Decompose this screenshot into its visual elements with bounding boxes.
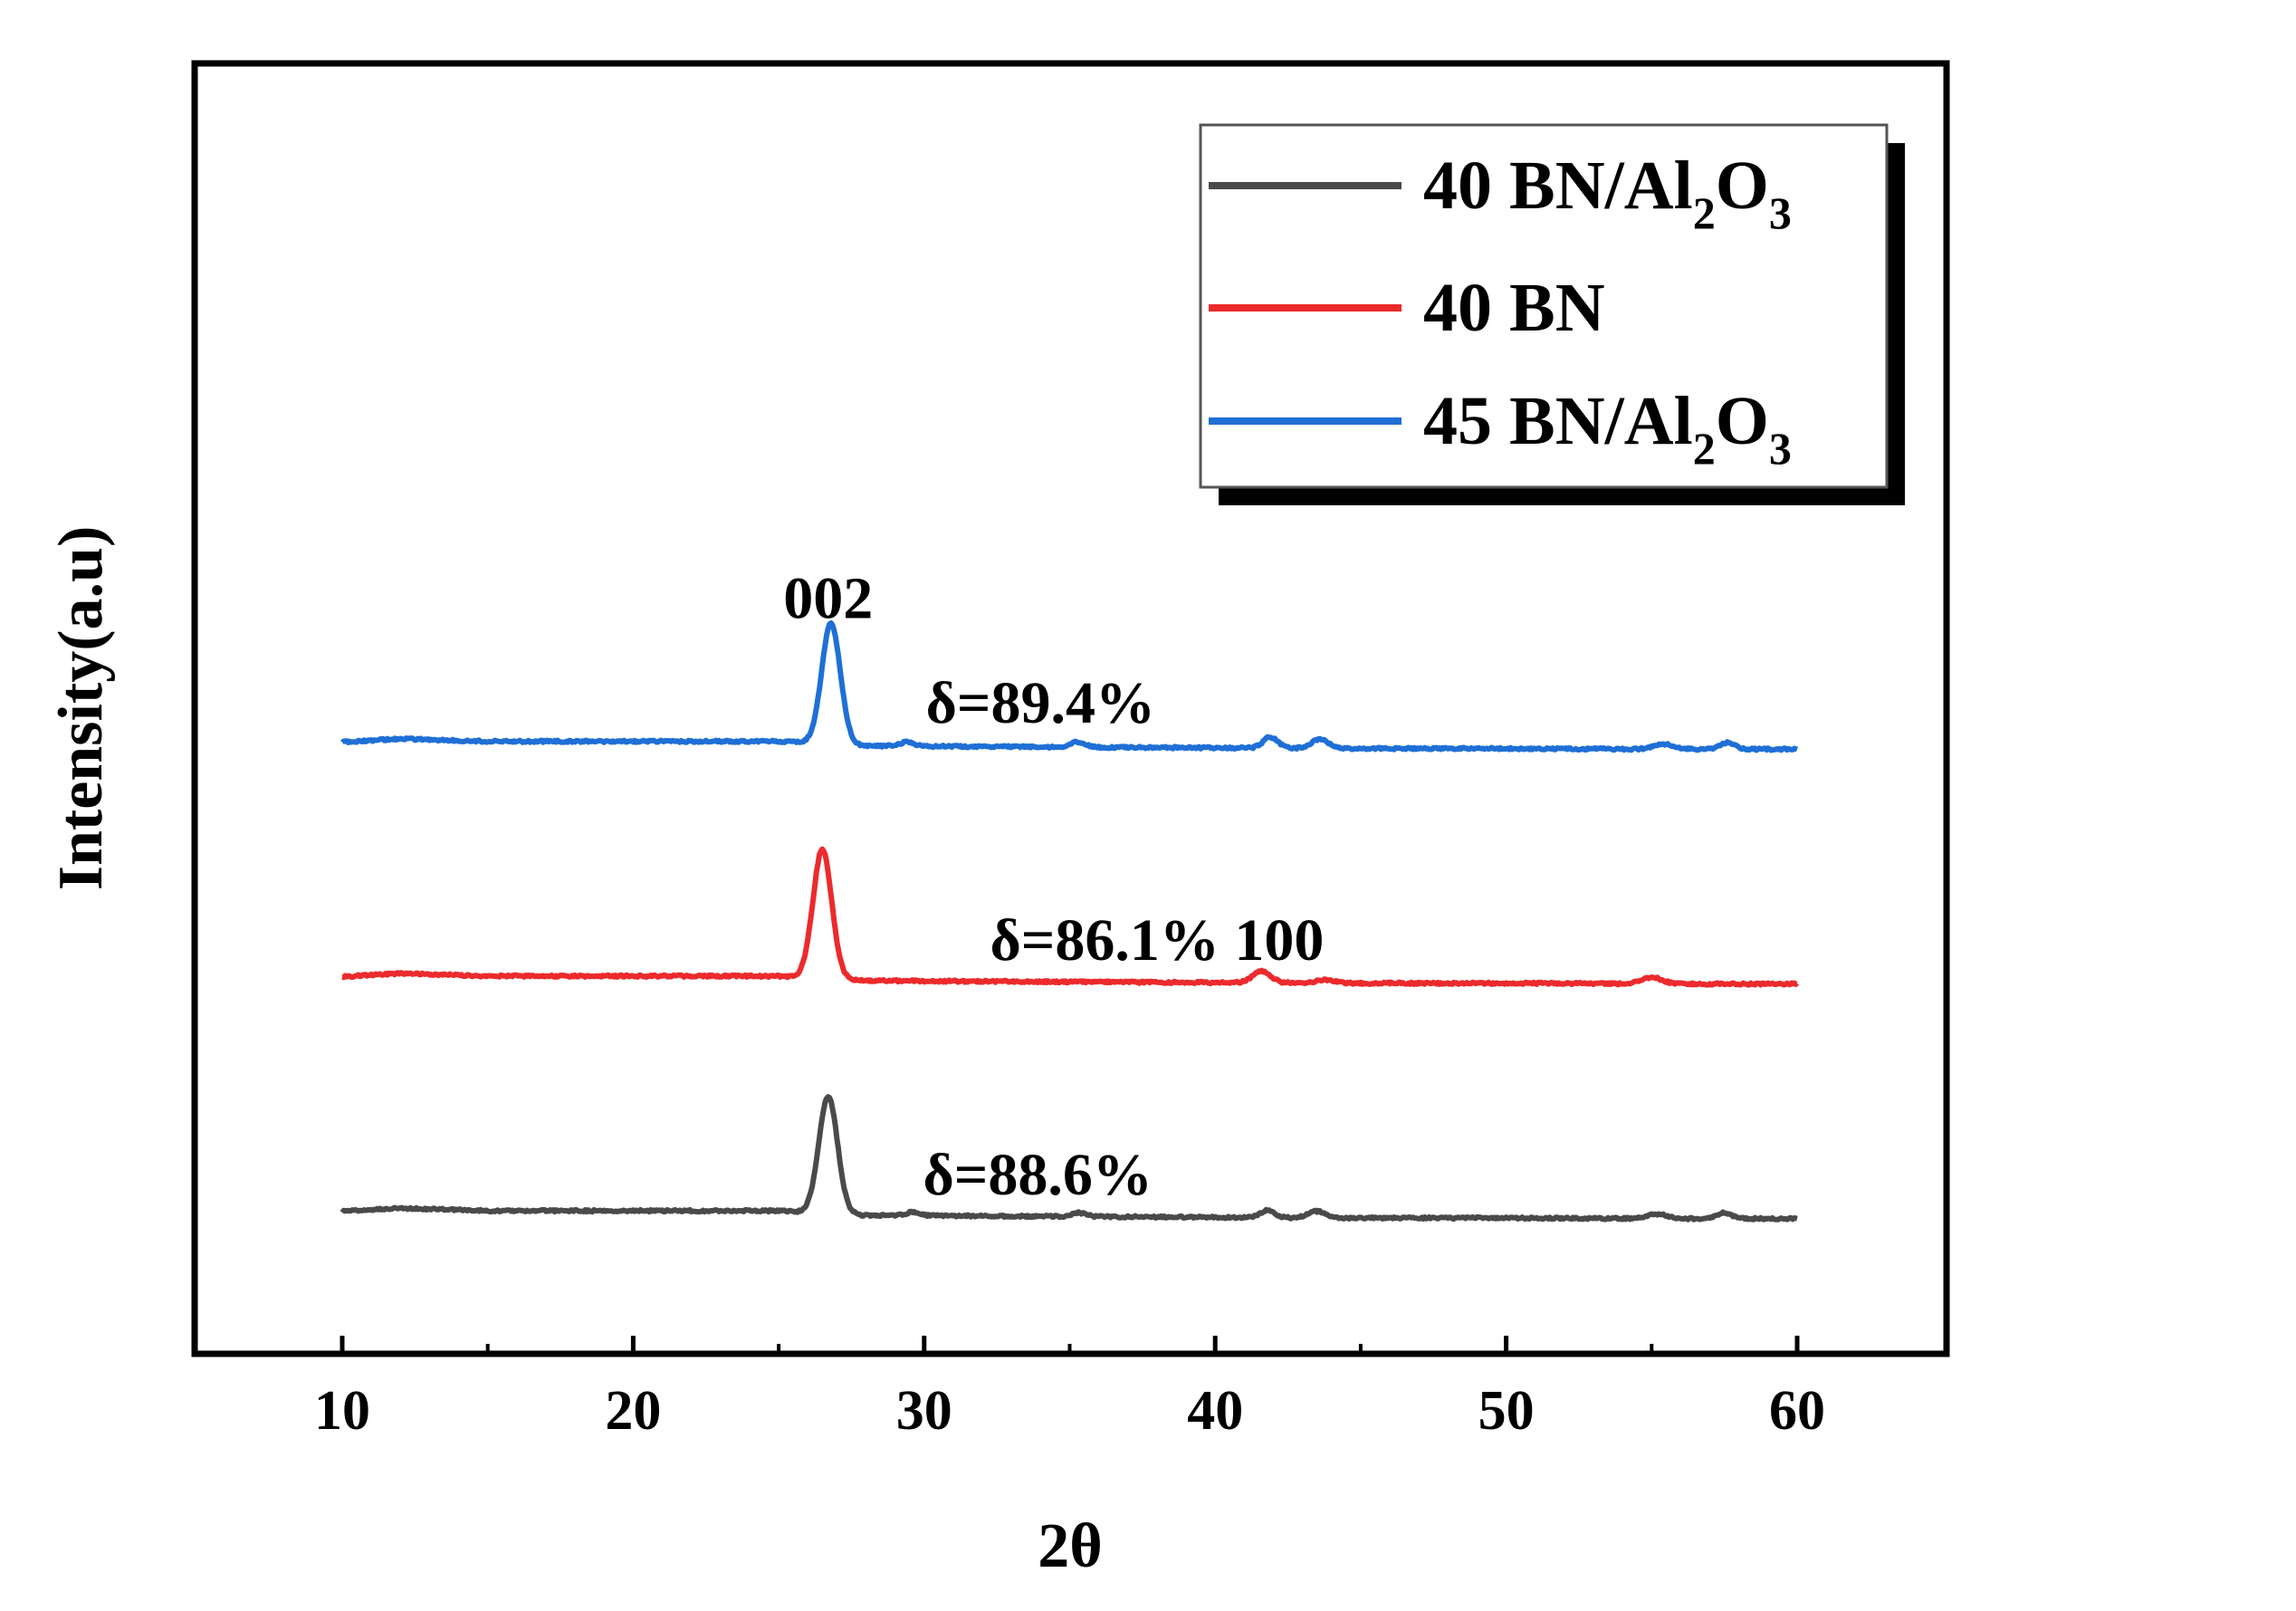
peak-annotation: δ=89.4% (926, 670, 1155, 736)
legend-label: 45 BN/Al2O3 (1423, 383, 1792, 474)
legend-label: 40 BN (1423, 270, 1605, 346)
peak-annotation: δ=88.6% (923, 1142, 1152, 1208)
legend: 40 BN/Al2O3 40 BN 45 BN/Al2O3 (1199, 123, 1905, 505)
legend-label: 40 BN/Al2O3 (1423, 148, 1792, 238)
x-tick-label: 60 (1769, 1380, 1825, 1442)
x-tick-label: 50 (1478, 1380, 1535, 1442)
x-tick-label: 20 (605, 1380, 661, 1442)
peak-annotation: 002 (783, 566, 873, 632)
series-line (340, 620, 1799, 753)
y-axis-title: Intensity(a.u) (46, 526, 116, 891)
x-tick-label: 30 (896, 1380, 952, 1442)
x-tick-label: 40 (1187, 1380, 1243, 1442)
series-group (340, 620, 1799, 1223)
peak-annotation: δ=86.1% 100 (990, 907, 1324, 973)
x-axis-ticks: 10 20 30 40 50 60 (314, 1336, 1825, 1442)
series-line (340, 1094, 1799, 1223)
x-tick-label: 10 (314, 1380, 370, 1442)
legend-entries: 40 BN/Al2O3 40 BN 45 BN/Al2O3 (1209, 148, 1792, 474)
annotation-group: 002 δ=89.4% δ=86.1% 100 δ=88.6% (783, 566, 1324, 1208)
series-line (340, 846, 1799, 988)
x-axis-title: 2θ (1038, 1511, 1103, 1581)
